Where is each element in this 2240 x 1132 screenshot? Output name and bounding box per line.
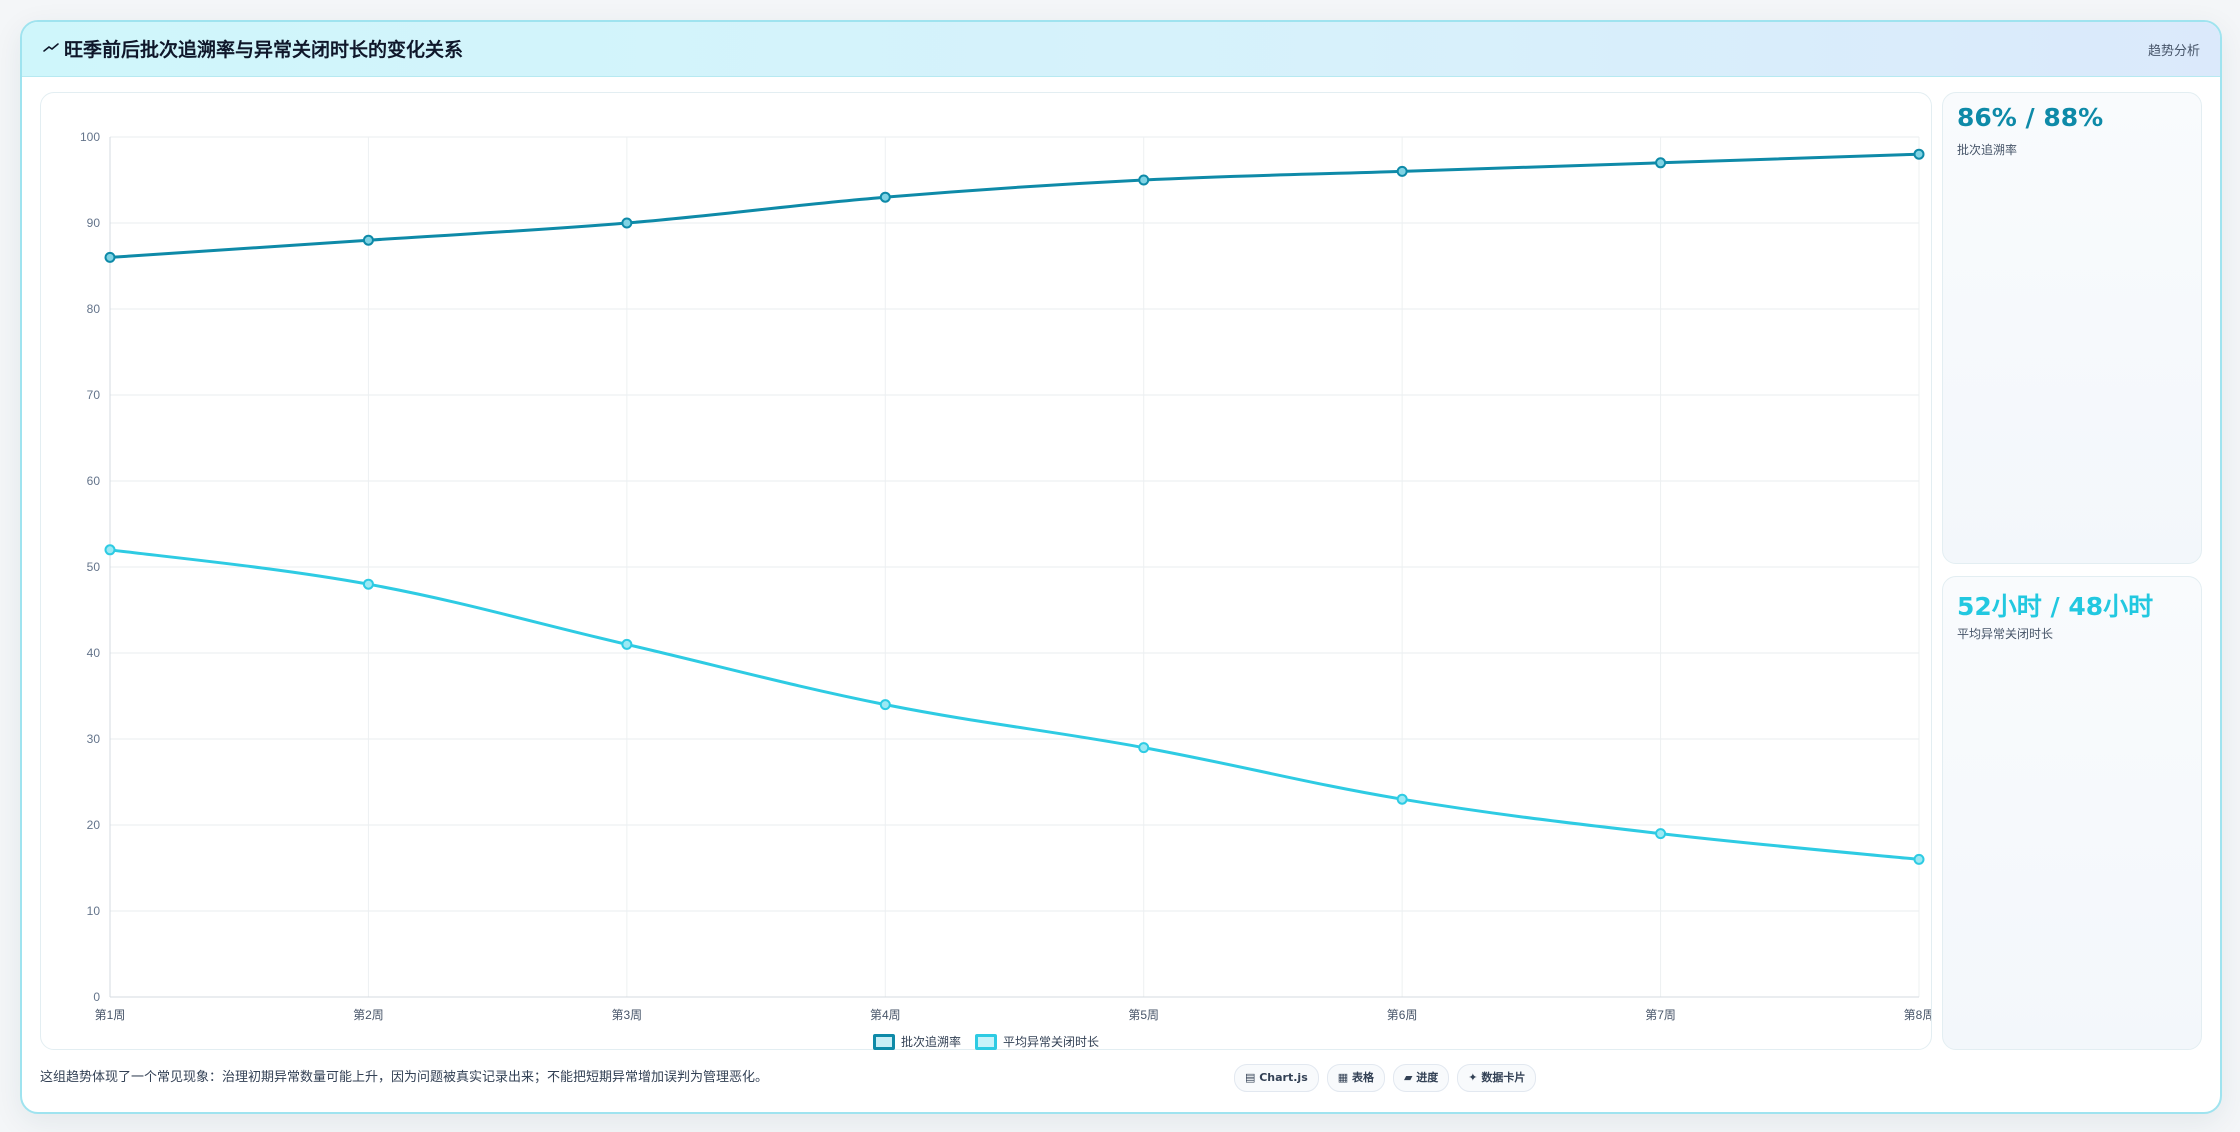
legend-swatch-series-1 — [872, 1033, 895, 1050]
y-tick-label: 80 — [87, 302, 101, 316]
stat-label: 批次追溯率 — [1957, 143, 2018, 157]
chip-label: 表格 — [1351, 1071, 1374, 1084]
legend-label-series-2: 平均异常关闭时长 — [1003, 1035, 1100, 1049]
data-point — [621, 638, 633, 650]
stat-value: 86% / 88% — [1957, 103, 2104, 132]
chip-table[interactable]: ▦ 表格 — [1326, 1064, 1385, 1092]
footer-note: 这组趋势体现了一个常见现象：治理初期异常数量可能上升，因为问题被真实记录出来；不… — [40, 1070, 769, 1085]
chart-legend: 批次追溯率 平均异常关闭时长 — [41, 1033, 1931, 1050]
data-point — [1913, 853, 1925, 865]
x-tick-label: 第2周 — [353, 1008, 384, 1022]
trend-line-icon — [43, 43, 59, 52]
data-point — [104, 544, 116, 556]
chip-progress[interactable]: ▰ 进度 — [1392, 1064, 1450, 1092]
progress-icon: ▰ — [1403, 1071, 1417, 1084]
data-point — [104, 251, 116, 263]
dashboard-frame: 旺季前后批次追溯率与异常关闭时长的变化关系 趋势分析 0 10 20 30 40 50 60… — [20, 20, 2222, 1114]
data-point — [879, 191, 891, 203]
header-bar: 旺季前后批次追溯率与异常关闭时长的变化关系 趋势分析 — [22, 22, 2220, 77]
page-title: 旺季前后批次追溯率与异常关闭时长的变化关系 — [64, 39, 464, 61]
table-icon: ▦ — [1337, 1071, 1352, 1084]
chip-label: 数据卡片 — [1481, 1071, 1526, 1084]
stat-card-trace-rate: 86% / 88% 批次追溯率 — [1942, 92, 2202, 564]
x-tick-label: 第4周 — [870, 1008, 901, 1022]
data-point — [1655, 828, 1667, 840]
chart-card: 0 10 20 30 40 50 60 70 80 90 100 第1周 第2周 第3周 第4周 第5周 第6周… — [40, 92, 1932, 1050]
data-point — [362, 578, 374, 590]
stat-card-close-time: 52小时 / 48小时 平均异常关闭时长 — [1942, 576, 2202, 1050]
x-tick-label: 第3周 — [612, 1008, 643, 1022]
x-tick-label: 第7周 — [1645, 1008, 1676, 1022]
feature-chips: ▤ Chart.js ▦ 表格 ▰ 进度 ✦ 数据卡片 — [1234, 1064, 1537, 1092]
series-line-1 — [109, 152, 1920, 259]
x-tick-label: 第6周 — [1387, 1008, 1418, 1022]
series-line-2 — [109, 548, 1920, 861]
y-tick-label: 90 — [87, 216, 101, 230]
y-tick-label: 30 — [87, 732, 101, 746]
y-tick-label: 70 — [87, 388, 101, 402]
data-point — [1138, 742, 1150, 754]
y-tick-label: 50 — [87, 560, 101, 574]
chart-icon: ▤ — [1245, 1071, 1260, 1084]
chip-data-card[interactable]: ✦ 数据卡片 — [1457, 1064, 1537, 1092]
data-point — [621, 217, 633, 229]
legend-item-series-2[interactable]: 平均异常关闭时长 — [975, 1033, 1099, 1050]
legend-swatch-series-2 — [975, 1033, 997, 1050]
y-tick-label: 40 — [87, 646, 101, 660]
y-tick-label: 60 — [87, 474, 101, 488]
sparkle-icon: ✦ — [1468, 1071, 1482, 1084]
y-tick-label: 0 — [93, 990, 100, 1004]
legend-item-series-1[interactable]: 批次追溯率 — [872, 1033, 961, 1050]
y-tick-label: 10 — [87, 904, 101, 918]
y-tick-label: 100 — [80, 130, 100, 144]
y-tick-label: 20 — [87, 818, 101, 832]
stat-label: 平均异常关闭时长 — [1957, 627, 2054, 641]
data-point — [1655, 157, 1667, 169]
analysis-tag[interactable]: 趋势分析 — [2147, 44, 2200, 59]
chip-label: 进度 — [1416, 1071, 1439, 1084]
data-point — [1913, 148, 1925, 160]
data-point — [1138, 174, 1150, 186]
x-tick-label: 第1周 — [95, 1008, 126, 1022]
chip-label: Chart.js — [1259, 1071, 1308, 1084]
data-point — [1396, 793, 1408, 805]
x-tick-label: 第5周 — [1128, 1008, 1159, 1022]
legend-label-series-1: 批次追溯率 — [900, 1035, 961, 1049]
x-tick-label: 第8周 — [1904, 1008, 1931, 1022]
data-point — [879, 699, 891, 711]
stat-value: 52小时 / 48小时 — [1957, 592, 2154, 621]
data-point — [1396, 165, 1408, 177]
chip-chartjs[interactable]: ▤ Chart.js — [1234, 1064, 1319, 1092]
data-point — [362, 234, 374, 246]
line-chart: 0 10 20 30 40 50 60 70 80 90 100 第1周 第2周 第3周 第4周 第5周 第6周… — [80, 130, 1931, 1022]
